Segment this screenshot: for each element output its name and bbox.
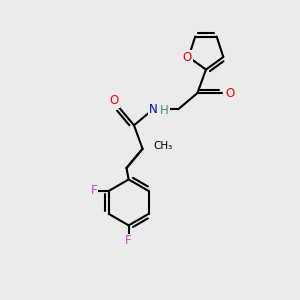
Text: H: H	[160, 104, 169, 117]
Text: O: O	[182, 50, 192, 64]
Text: F: F	[91, 184, 98, 197]
Text: F: F	[125, 235, 132, 248]
Text: CH₃: CH₃	[153, 141, 172, 151]
Text: N: N	[149, 103, 158, 116]
Text: O: O	[110, 94, 119, 107]
Text: O: O	[225, 87, 234, 100]
